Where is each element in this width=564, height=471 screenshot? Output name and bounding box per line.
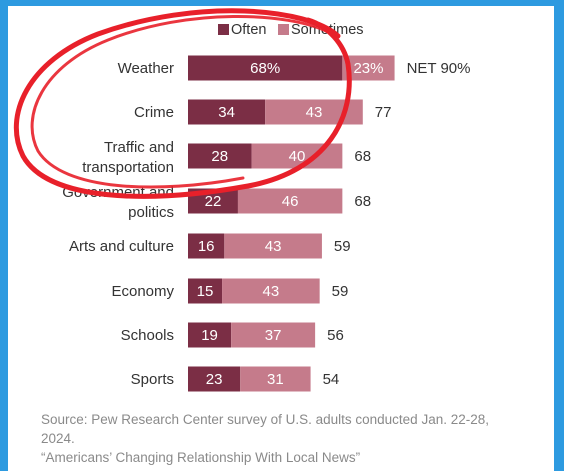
category-label-traffic-and-transportation: Traffic and transportation xyxy=(82,139,174,176)
value-label-often-economy: 15 xyxy=(197,283,214,300)
value-label-sometimes-government-and-politics: 46 xyxy=(282,193,299,210)
legend-swatch-sometimes xyxy=(278,24,289,35)
net-label-weather: NET 90% xyxy=(407,60,471,77)
bar-often-economy xyxy=(188,278,223,304)
legend-swatch-often xyxy=(218,24,229,35)
bar-often-schools xyxy=(188,322,232,348)
legend-label-often: Often xyxy=(231,22,266,38)
value-label-sometimes-traffic-and-transportation: 40 xyxy=(289,148,306,165)
bar-often-arts-and-culture xyxy=(188,233,225,259)
category-label-arts-and-culture: Arts and culture xyxy=(69,238,174,255)
category-label-crime: Crime xyxy=(134,104,174,121)
category-label-sports: Sports xyxy=(131,371,174,388)
value-label-sometimes-economy: 43 xyxy=(263,283,280,300)
value-label-sometimes-crime: 43 xyxy=(306,104,323,121)
bar-often-crime xyxy=(188,99,266,125)
bar-sometimes-arts-and-culture xyxy=(224,233,322,259)
bar-often-weather xyxy=(188,55,343,81)
net-label-economy: 59 xyxy=(332,283,349,300)
bar-sometimes-economy xyxy=(222,278,320,304)
bar-sometimes-government-and-politics xyxy=(237,188,343,214)
value-label-sometimes-schools: 37 xyxy=(265,327,282,344)
category-label-weather: Weather xyxy=(118,60,174,77)
category-label-schools: Schools xyxy=(121,327,174,344)
value-label-sometimes-arts-and-culture: 43 xyxy=(265,238,282,255)
value-label-often-traffic-and-transportation: 28 xyxy=(211,148,228,165)
category-label-economy: Economy xyxy=(111,283,174,300)
value-label-often-government-and-politics: 22 xyxy=(205,193,222,210)
bar-often-sports xyxy=(188,366,241,392)
value-label-often-crime: 34 xyxy=(218,104,235,121)
bar-often-traffic-and-transportation xyxy=(188,143,252,169)
annotation-circle-outer xyxy=(13,8,352,199)
bar-sometimes-schools xyxy=(231,322,316,348)
chart-frame: Often Sometimes Weather 68% 23% NET 90% Crime 3… xyxy=(8,6,554,471)
net-label-schools: 56 xyxy=(327,327,344,344)
bar-sometimes-sports xyxy=(240,366,311,392)
value-label-sometimes-sports: 31 xyxy=(267,371,284,388)
net-label-arts-and-culture: 59 xyxy=(334,238,351,255)
report-title: “Americans’ Changing Relationship With L… xyxy=(41,450,361,465)
net-label-crime: 77 xyxy=(375,104,392,121)
net-label-traffic-and-transportation: 68 xyxy=(354,148,371,165)
value-label-sometimes-weather: 23% xyxy=(353,60,383,77)
value-label-often-arts-and-culture: 16 xyxy=(198,238,215,255)
net-label-government-and-politics: 68 xyxy=(354,193,371,210)
value-label-often-weather: 68% xyxy=(250,60,280,77)
net-label-sports: 54 xyxy=(323,371,340,388)
annotation-circle-inner xyxy=(30,15,330,189)
value-label-often-sports: 23 xyxy=(206,371,223,388)
source-note: Source: Pew Research Center survey of U.… xyxy=(41,412,489,446)
bar-sometimes-traffic-and-transportation xyxy=(251,143,343,169)
value-label-often-schools: 19 xyxy=(201,327,218,344)
